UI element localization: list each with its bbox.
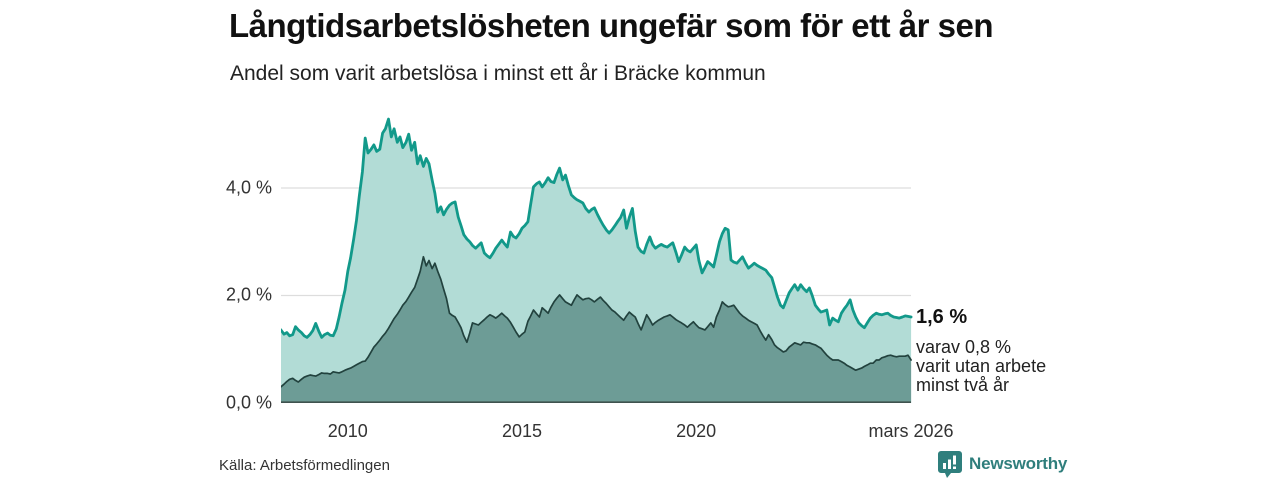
y-axis-tick-label: 2,0 % — [225, 284, 272, 305]
line-two-years-unemployed — [281, 255, 912, 388]
newsworthy-wordmark: Newsworthy — [969, 454, 1068, 473]
y-axis-tick-label: 4,0 % — [225, 177, 272, 198]
x-axis-tick-label: 2020 — [676, 421, 717, 441]
annotation-detail: varav 0,8 % varit utan arbete minst två … — [916, 338, 1066, 395]
x-axis-tick-label: 2015 — [501, 421, 542, 441]
annotation-detail-line: varit utan arbete — [916, 356, 1047, 376]
area-two-years-unemployed — [281, 256, 912, 403]
newsworthy-logo: Newsworthy — [937, 450, 1067, 478]
page-title: Långtidsarbetslösheten ungefär som för e… — [229, 7, 994, 44]
annotation-latest-value: 1,6 % — [916, 306, 968, 328]
line-total-unemployed — [281, 117, 913, 339]
x-axis-tick-label: 2010 — [327, 421, 368, 441]
annotation-detail-line: varav 0,8 % — [916, 337, 1012, 357]
end-value-annotation: 1,6 % varav 0,8 % varit utan arbete mins… — [916, 306, 1066, 395]
annotation-detail-line: minst två år — [916, 375, 1010, 395]
chart-plot — [281, 117, 913, 404]
y-axis-tick-label: 0,0 % — [225, 392, 272, 413]
page-subtitle: Andel som varit arbetslösa i minst ett å… — [230, 62, 766, 85]
source-text: Källa: Arbetsförmedlingen — [219, 457, 390, 474]
x-axis-tick-label: mars 2026 — [868, 421, 954, 441]
newsworthy-bubble-chart-icon — [937, 450, 963, 478]
